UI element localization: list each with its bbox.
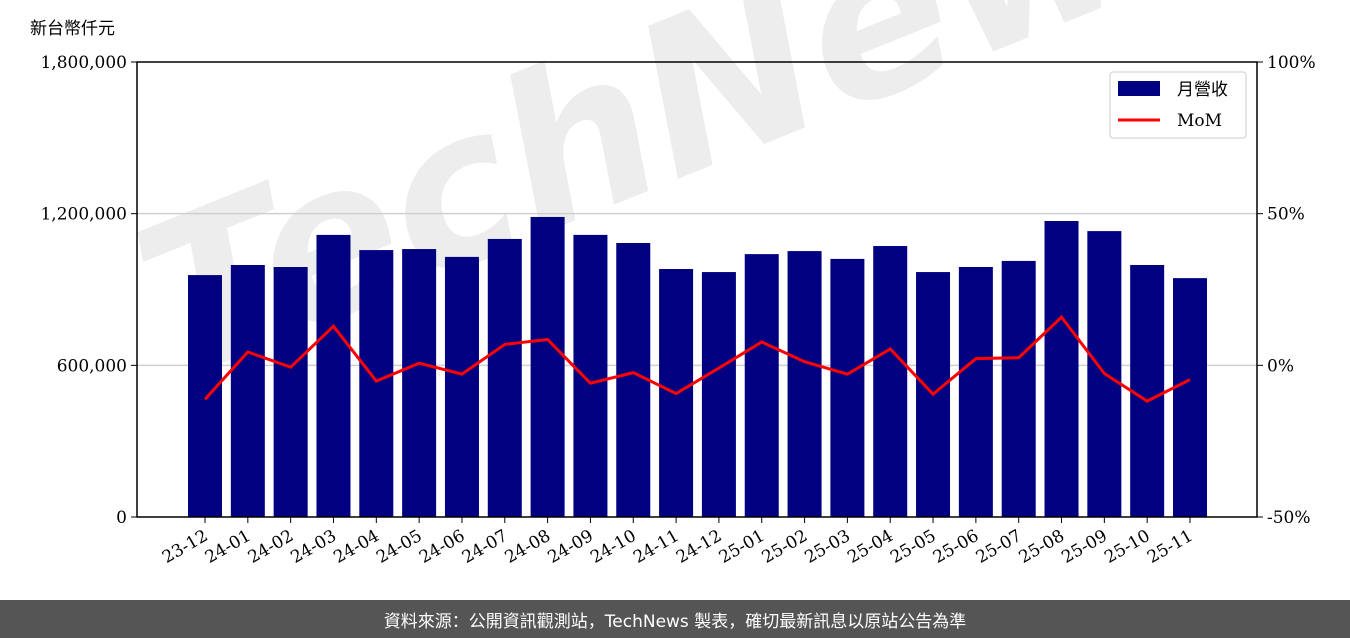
revenue-bar xyxy=(1173,278,1207,517)
x-tick-label: 24-11 xyxy=(630,526,682,568)
right-tick-label: 50% xyxy=(1267,205,1305,225)
x-tick-label: 24-06 xyxy=(416,526,468,568)
x-tick-label: 24-09 xyxy=(544,526,596,568)
revenue-bar xyxy=(230,264,265,517)
unit-label: 新台幣仟元 xyxy=(30,19,115,39)
right-tick-label: 0% xyxy=(1267,356,1294,376)
revenue-bar xyxy=(873,246,908,517)
legend: 月營收 MoM xyxy=(1109,71,1247,139)
x-tick-label: 24-02 xyxy=(245,526,297,568)
revenue-bar xyxy=(830,258,865,517)
revenue-bar xyxy=(273,267,308,517)
source-text: 資料來源：公開資訊觀測站，TechNews 製表，確切最新訊息以原站公告為準 xyxy=(383,611,967,632)
revenue-bar xyxy=(188,275,222,517)
right-tick-label: -50% xyxy=(1267,508,1311,528)
x-tick-label: 23-12 xyxy=(159,526,211,568)
x-tick-label: 25-02 xyxy=(759,526,811,568)
right-tick-label: 100% xyxy=(1267,53,1316,73)
source-footer: 資料來源：公開資訊觀測站，TechNews 製表，確切最新訊息以原站公告為準 xyxy=(0,600,1350,638)
revenue-bar xyxy=(444,256,479,517)
x-tick-label: 25-07 xyxy=(973,526,1025,568)
x-tick-label: 24-07 xyxy=(459,526,511,568)
left-tick-label: 0 xyxy=(116,508,127,528)
revenue-bar xyxy=(744,254,779,517)
revenue-bar xyxy=(616,242,651,517)
revenue-chart: TechNews0600,0001,200,0001,800,000-50%0%… xyxy=(40,0,1316,568)
revenue-bar xyxy=(573,234,608,517)
revenue-bar xyxy=(487,238,522,517)
x-tick-label: 25-11 xyxy=(1144,526,1196,568)
plot-frame xyxy=(136,61,1258,518)
x-tick-label: 24-05 xyxy=(373,526,425,568)
x-tick-label: 25-03 xyxy=(801,526,853,568)
revenue-bar xyxy=(359,250,394,518)
x-tick-label: 24-03 xyxy=(288,526,340,568)
left-tick-label: 600,000 xyxy=(57,356,127,376)
revenue-bar xyxy=(1044,220,1079,517)
legend-label-mom: MoM xyxy=(1177,111,1222,131)
revenue-bar xyxy=(402,249,437,518)
revenue-bar xyxy=(958,267,993,517)
x-tick-label: 24-10 xyxy=(587,526,639,568)
legend-label-revenue: 月營收 xyxy=(1177,80,1228,100)
revenue-bar xyxy=(701,272,736,517)
x-tick-label: 25-10 xyxy=(1101,526,1153,568)
x-tick-label: 25-05 xyxy=(887,526,939,568)
left-tick-label: 1,200,000 xyxy=(40,205,127,225)
x-tick-label: 24-01 xyxy=(202,526,254,568)
x-tick-label: 25-01 xyxy=(716,526,768,568)
x-tick-label: 25-09 xyxy=(1058,526,1110,568)
left-tick-label: 1,800,000 xyxy=(40,53,127,73)
x-tick-label: 25-06 xyxy=(930,526,982,568)
revenue-bar xyxy=(1001,260,1036,517)
legend-bar-swatch xyxy=(1118,81,1160,96)
mom-line xyxy=(203,314,1191,403)
revenue-bar xyxy=(530,216,565,518)
x-tick-label: 24-08 xyxy=(502,526,554,568)
revenue-bar xyxy=(1130,264,1165,517)
revenue-bar xyxy=(316,234,351,517)
x-tick-label: 25-08 xyxy=(1016,526,1068,568)
x-tick-label: 25-04 xyxy=(844,526,896,568)
revenue-bar xyxy=(787,251,822,518)
x-tick-label: 24-04 xyxy=(330,526,382,568)
x-tick-label: 24-12 xyxy=(673,526,725,568)
